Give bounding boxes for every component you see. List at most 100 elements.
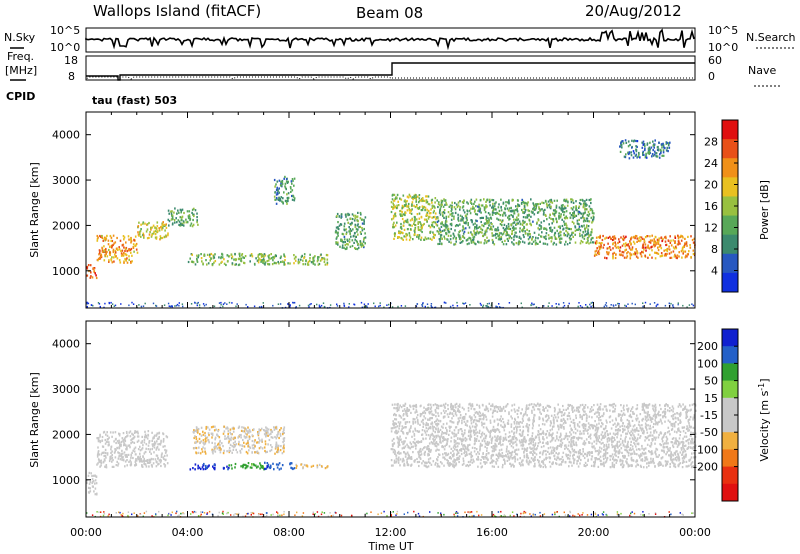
echo-cell <box>146 437 149 440</box>
echo-cell <box>194 463 197 466</box>
echo-cell <box>326 465 329 468</box>
echo-cell <box>512 199 514 202</box>
echo-cell <box>106 434 109 437</box>
echo-cell <box>510 209 513 212</box>
echo-cell <box>273 426 275 429</box>
echo-cell <box>123 261 125 264</box>
echo-cell <box>678 251 680 254</box>
echo-cell <box>676 445 679 448</box>
echo-cell <box>171 215 174 219</box>
echo-cell <box>630 409 632 413</box>
echo-cell <box>657 242 659 245</box>
echo-cell <box>159 443 162 446</box>
echo-cell <box>573 212 575 215</box>
echo-cell <box>112 234 115 237</box>
echo-cell <box>539 209 541 212</box>
echo-cell <box>626 404 628 407</box>
echo-cell <box>660 420 662 423</box>
echo-cell <box>425 214 427 217</box>
echo-cell <box>106 234 108 237</box>
echo-cell <box>428 212 431 215</box>
echo-cell <box>547 305 549 307</box>
echo-cell <box>588 234 590 237</box>
nsky-tick-bottom: 10^0 <box>50 41 80 54</box>
echo-cell <box>580 203 582 206</box>
echo-cell <box>452 449 454 453</box>
echo-cell <box>95 475 98 478</box>
echo-cell <box>477 226 480 229</box>
echo-cell <box>260 440 263 443</box>
echo-cell <box>598 252 601 255</box>
echo-cell <box>510 423 513 426</box>
echo-cell <box>473 414 476 417</box>
echo-cell <box>553 414 556 417</box>
echo-cell <box>592 426 594 430</box>
echo-cell <box>399 435 401 438</box>
echo-cell <box>423 238 426 241</box>
echo-cell <box>581 415 583 418</box>
echo-cell <box>557 428 560 431</box>
echo-cell <box>189 257 191 260</box>
echo-cell <box>570 237 572 240</box>
echo-cell <box>680 239 683 242</box>
echo-cell <box>644 243 647 246</box>
echo-cell <box>258 441 260 444</box>
echo-cell <box>121 437 124 440</box>
echo-cell <box>231 255 234 258</box>
echo-cell <box>244 463 246 466</box>
echo-cell <box>542 432 545 435</box>
echo-cell <box>517 416 519 419</box>
echo-cell <box>523 413 525 416</box>
echo-cell <box>289 262 291 265</box>
echo-cell <box>662 149 665 152</box>
echo-cell <box>641 141 643 144</box>
echo-cell <box>275 441 278 444</box>
echo-cell <box>620 144 623 147</box>
echo-cell <box>560 426 563 429</box>
echo-cell <box>156 454 159 457</box>
echo-cell <box>93 490 95 493</box>
echo-cell <box>263 259 266 262</box>
echo-cell <box>427 458 430 461</box>
echo-cell <box>305 260 307 263</box>
echo-cell <box>405 219 407 222</box>
echo-cell <box>648 403 651 406</box>
echo-cell <box>394 197 397 200</box>
echo-cell <box>538 224 541 227</box>
echo-cell <box>491 232 493 235</box>
echo-cell <box>241 444 243 447</box>
echo-cell <box>266 427 268 430</box>
echo-cell <box>676 257 678 260</box>
echo-cell <box>538 207 540 210</box>
echo-cell <box>586 217 589 220</box>
echo-cell <box>200 257 203 260</box>
echo-cell <box>634 252 636 255</box>
echo-cell <box>391 198 394 201</box>
echo-cell <box>427 217 430 220</box>
echo-cell <box>279 449 282 452</box>
echo-cell <box>158 459 161 462</box>
echo-cell <box>307 304 310 307</box>
echo-cell <box>426 211 429 214</box>
echo-cell <box>318 463 321 466</box>
echo-cell <box>621 250 624 254</box>
echo-cell <box>273 257 275 260</box>
echo-cell <box>285 178 288 181</box>
echo-cell <box>312 258 314 261</box>
echo-cell <box>399 232 401 235</box>
echo-cell <box>571 464 573 467</box>
echo-cell <box>472 239 475 242</box>
echo-cell <box>555 218 558 221</box>
echo-cell <box>545 232 548 235</box>
echo-cell <box>556 229 558 232</box>
echo-cell <box>535 206 537 209</box>
echo-cell <box>245 428 247 431</box>
echo-cell <box>630 443 632 446</box>
echo-cell <box>282 201 284 204</box>
echo-cell <box>560 237 563 240</box>
echo-cell <box>653 153 656 156</box>
echo-cell <box>501 233 504 236</box>
echo-cell <box>603 305 605 308</box>
echo-cell <box>140 223 142 226</box>
echo-cell <box>227 437 230 440</box>
